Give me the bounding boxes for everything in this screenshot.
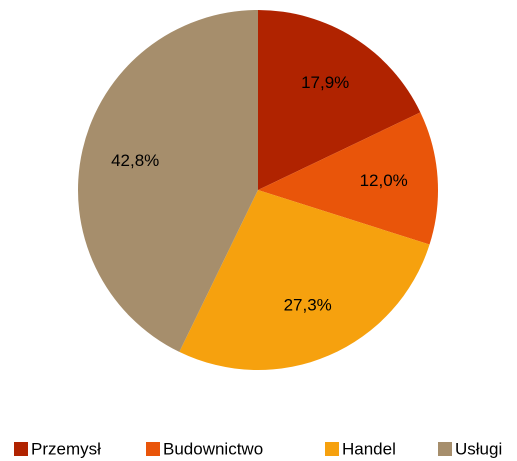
legend-label: Usługi (455, 439, 502, 458)
pie-slice (179, 190, 430, 371)
legend-swatch (146, 442, 160, 456)
pie-slice (258, 10, 421, 190)
legend-label: Przemysł (31, 439, 101, 458)
legend-swatch (438, 442, 452, 456)
legend-swatch (325, 442, 339, 456)
data-label: 17,9% (301, 73, 349, 92)
legend-label: Handel (342, 439, 396, 458)
data-label: 27,3% (284, 295, 332, 314)
pie-slice (258, 112, 438, 245)
legend-swatch (14, 442, 28, 456)
data-label: 12,0% (360, 171, 408, 190)
legend-label: Budownictwo (163, 439, 263, 458)
data-label: 42,8% (111, 151, 159, 170)
pie-slice (78, 10, 258, 352)
